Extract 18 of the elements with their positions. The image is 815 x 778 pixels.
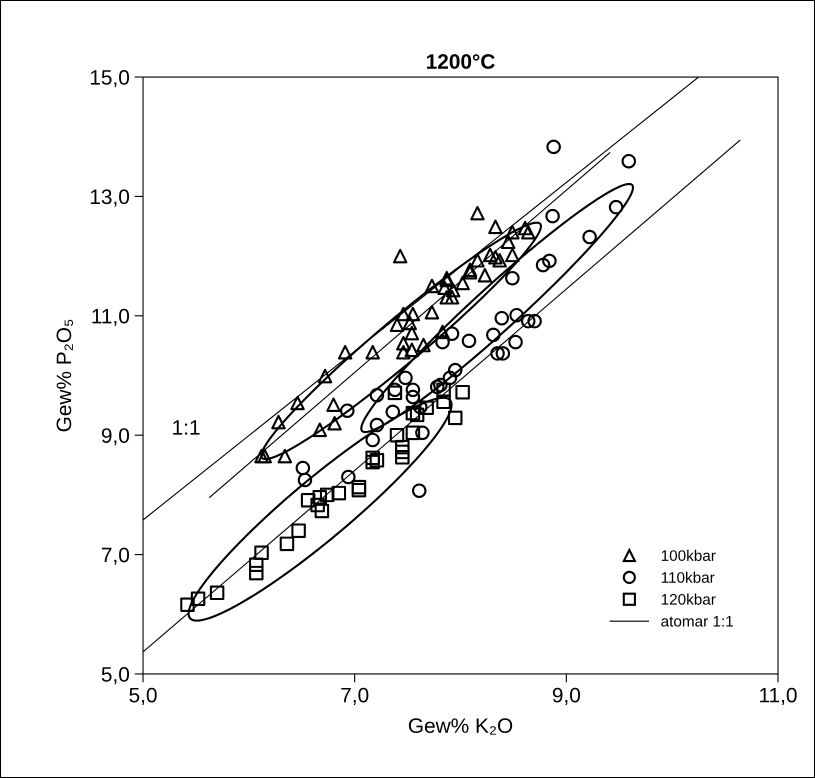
chart-title: 1200°C bbox=[426, 54, 495, 69]
y-tick-label: 7,0 bbox=[102, 548, 130, 565]
x-tick-label: 9,0 bbox=[552, 688, 580, 705]
y-tick-label: 11,0 bbox=[92, 308, 130, 326]
annotation: 1:1 bbox=[173, 420, 200, 435]
y-tick-label: 5,0 bbox=[102, 666, 130, 684]
y-tick-label: 13,0 bbox=[90, 189, 130, 207]
legend-label: 100kbar bbox=[662, 550, 716, 562]
y-tick-label: 9,0 bbox=[102, 428, 130, 446]
y-axis-title: Gew% P₂O₅ bbox=[56, 320, 73, 432]
x-tick-label: 11,0 bbox=[760, 688, 797, 705]
legend-label: atomar 1:1 bbox=[661, 616, 733, 627]
x-tick-label: 5,0 bbox=[129, 688, 157, 705]
y-tick-label: 15,0 bbox=[90, 70, 130, 88]
legend-label: 110kbar bbox=[662, 572, 714, 583]
x-axis-title: Gew% K₂O bbox=[408, 718, 512, 735]
x-tick-label: 7,0 bbox=[341, 688, 368, 705]
legend-label: 120kbar bbox=[662, 594, 716, 605]
